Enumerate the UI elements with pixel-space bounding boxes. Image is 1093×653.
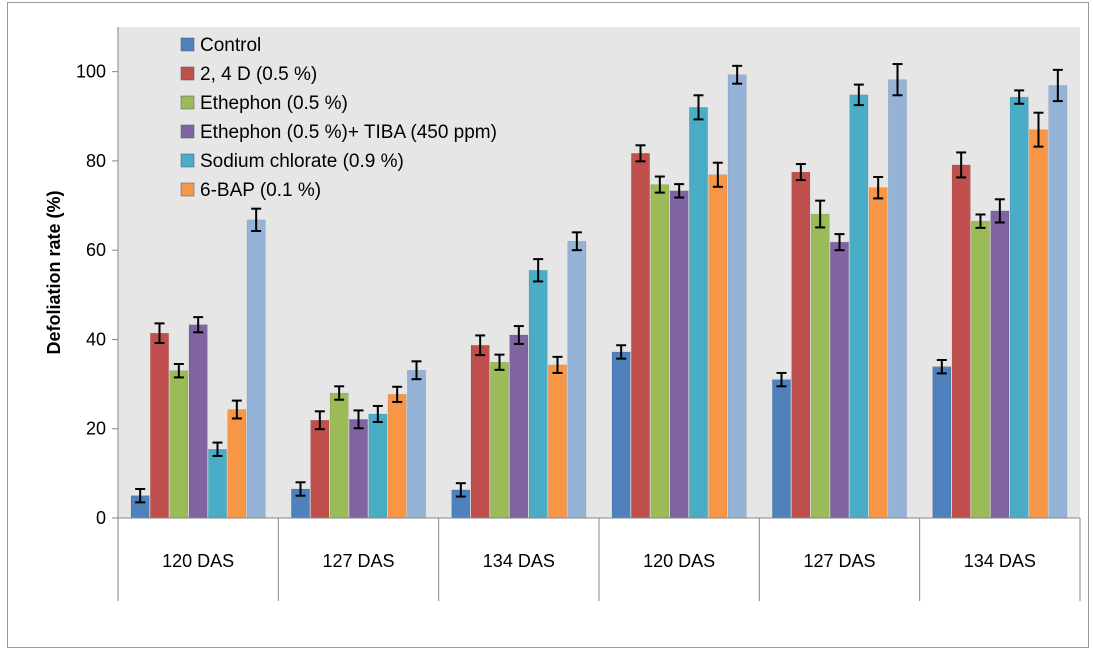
plot-area bbox=[118, 27, 1080, 518]
bar bbox=[188, 324, 208, 519]
x-category-label: 127 DAS bbox=[322, 551, 394, 571]
legend-swatch bbox=[180, 153, 195, 168]
bar bbox=[509, 334, 529, 519]
bar bbox=[1009, 96, 1029, 519]
bar bbox=[868, 187, 888, 519]
bar bbox=[368, 413, 388, 519]
y-tick-label: 0 bbox=[96, 508, 106, 528]
y-tick-label: 60 bbox=[86, 240, 106, 260]
legend-label: Sodium chlorate (0.9 %) bbox=[200, 151, 404, 172]
bar bbox=[888, 79, 907, 519]
bar bbox=[169, 370, 189, 519]
legend-label: Control bbox=[200, 35, 261, 56]
y-tick-label: 40 bbox=[86, 329, 106, 349]
bar bbox=[349, 419, 368, 519]
legend-label: 6-BAP (0.1 %) bbox=[200, 180, 321, 201]
bar bbox=[470, 345, 490, 519]
bar bbox=[669, 190, 689, 519]
legend-label: 2, 4 D (0.5 %) bbox=[200, 64, 317, 85]
bar bbox=[611, 351, 631, 519]
bar bbox=[650, 184, 670, 519]
bar bbox=[951, 164, 971, 519]
bar bbox=[310, 419, 330, 519]
bar bbox=[528, 270, 548, 519]
bar bbox=[990, 210, 1010, 519]
legend-swatch bbox=[180, 182, 195, 197]
bar bbox=[246, 219, 266, 519]
x-category-label: 134 DAS bbox=[964, 551, 1036, 571]
x-category-label: 120 DAS bbox=[643, 551, 715, 571]
bar bbox=[329, 392, 349, 519]
bar bbox=[407, 370, 426, 519]
bar bbox=[849, 94, 869, 519]
bar bbox=[689, 107, 708, 519]
bars-group bbox=[130, 63, 1068, 519]
bar bbox=[727, 74, 747, 519]
bar bbox=[1029, 129, 1048, 519]
y-axis-label: Defoliation rate (%) bbox=[44, 190, 64, 354]
bar bbox=[567, 241, 587, 519]
legend-label: Ethephon (0.5 %)+ TIBA (450 ppm) bbox=[200, 122, 497, 143]
x-axis: 120 DAS 127 DAS 134 DAS 120 DAS 127 DAS 134 D… bbox=[117, 517, 1081, 601]
bar bbox=[932, 366, 952, 519]
y-tick-label: 100 bbox=[76, 62, 106, 82]
legend-swatch bbox=[180, 66, 195, 81]
y-axis: 0 20 40 60 80 100 bbox=[76, 27, 119, 528]
chart-frame: 0 20 40 60 80 100 120 DAS 127 DAS 134 DAS 120 DA… bbox=[7, 2, 1089, 648]
x-category-label: 120 DAS bbox=[162, 551, 234, 571]
legend-label: Ethephon (0.5 %) bbox=[200, 93, 348, 114]
bar bbox=[971, 220, 990, 519]
bar bbox=[830, 241, 849, 519]
y-tick-label: 20 bbox=[86, 419, 106, 439]
bar bbox=[208, 449, 227, 519]
x-category-label: 134 DAS bbox=[483, 551, 555, 571]
bar bbox=[708, 174, 728, 519]
bar bbox=[490, 361, 509, 519]
bar bbox=[548, 364, 567, 519]
bar bbox=[631, 153, 650, 519]
legend-swatch bbox=[180, 95, 195, 110]
legend-swatch bbox=[180, 37, 195, 52]
legend-swatch bbox=[180, 124, 195, 139]
legend: Control 2, 4 D (0.5 %) Ethephon (0.5 %) Eth… bbox=[180, 35, 497, 201]
bar bbox=[387, 394, 407, 519]
bar bbox=[150, 332, 169, 519]
y-tick-label: 80 bbox=[86, 151, 106, 171]
bar bbox=[227, 409, 247, 519]
bar bbox=[1048, 85, 1068, 519]
bar bbox=[810, 213, 830, 519]
x-category-label: 127 DAS bbox=[803, 551, 875, 571]
bar bbox=[772, 379, 791, 519]
bar bbox=[791, 171, 811, 519]
